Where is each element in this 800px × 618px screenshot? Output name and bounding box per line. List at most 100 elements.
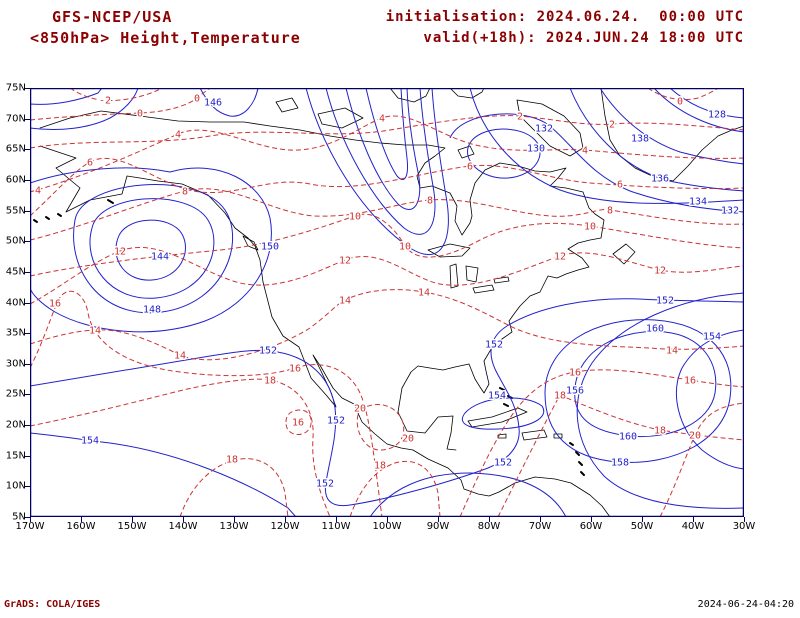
lon-tick-mark — [438, 517, 439, 522]
height-contour — [30, 432, 297, 517]
temp-contour-label: -2 — [99, 96, 111, 107]
height-contour — [30, 88, 139, 130]
lon-tick-mark — [30, 517, 31, 522]
lon-tick-mark — [693, 517, 694, 522]
temp-contour-label: 18 — [554, 391, 566, 402]
height-contour — [115, 219, 186, 281]
lat-tick-mark — [25, 118, 30, 120]
temp-contour-label: 14 — [174, 351, 186, 362]
weather-map: 146 128 132 130 138 136 134 132 144 148 150 152 152 1… — [30, 88, 744, 517]
height-contour — [73, 184, 234, 314]
lat-tick-label: 65N — [5, 143, 26, 155]
lon-tick-label: 40W — [681, 521, 705, 532]
temp-contour-label: 0 — [194, 94, 200, 105]
height-contour — [199, 88, 259, 117]
height-contour-label: 158 — [611, 458, 629, 469]
lon-tick-mark — [540, 517, 541, 522]
lon-tick-label: 70W — [528, 521, 552, 532]
height-contour-label: 152 — [316, 479, 334, 490]
height-contour — [576, 292, 744, 509]
lat-tick-label: 35N — [5, 327, 26, 339]
temperature-contour — [497, 394, 744, 517]
contour-map-svg: 1461281321301381361341321441481501521521… — [30, 88, 744, 517]
height-contour — [365, 88, 408, 180]
temp-contour-label: 18 — [374, 461, 386, 472]
lon-tick-mark — [132, 517, 133, 522]
lon-tick-label: 90W — [426, 521, 450, 532]
lon-tick-mark — [183, 517, 184, 522]
height-contour — [449, 113, 744, 213]
lat-tick-label: 70N — [5, 113, 26, 125]
lat-tick-mark — [25, 149, 30, 151]
temp-contour-label: 10 — [399, 242, 411, 253]
temp-contour-label: 18 — [264, 376, 276, 387]
temp-contour-label: 12 — [654, 266, 666, 277]
coastline — [107, 199, 114, 204]
temp-contour-label: 18 — [226, 455, 238, 466]
model-title: GFS-NCEP/USA — [52, 8, 173, 26]
coastline — [612, 243, 636, 265]
temp-contour-label: 10 — [584, 222, 596, 233]
coastline — [493, 276, 510, 284]
temperature-contour — [30, 290, 383, 517]
temperature-contour — [69, 88, 163, 101]
lat-tick-label: 50N — [5, 235, 26, 247]
temp-contour-label: 16 — [49, 299, 61, 310]
lon-tick-label: 160W — [66, 521, 96, 532]
lat-tick-mark — [25, 517, 30, 518]
lon-tick-label: 170W — [15, 521, 45, 532]
height-contour — [462, 397, 545, 430]
height-contour-label: 160 — [619, 432, 637, 443]
lat-tick-label: 30N — [5, 358, 26, 370]
temp-contour-label: 14 — [339, 296, 351, 307]
height-contour — [469, 88, 744, 204]
temperature-contours-layer — [30, 88, 744, 517]
height-contour — [569, 88, 744, 192]
temp-contour-label: 2 — [609, 120, 615, 131]
temp-contour-label: 8 — [182, 187, 188, 198]
height-contour — [574, 331, 717, 438]
temp-contour-label: 20 — [402, 434, 414, 445]
lon-tick-label: 140W — [168, 521, 198, 532]
lat-tick-label: 20N — [5, 419, 26, 431]
lon-tick-mark — [744, 517, 745, 522]
temperature-contour — [30, 289, 744, 361]
lon-tick-mark — [591, 517, 592, 522]
height-contour-label: 148 — [143, 305, 161, 316]
height-contour-label: 128 — [708, 110, 726, 121]
temperature-contour — [659, 402, 744, 517]
height-contour-label: 130 — [527, 144, 545, 155]
lat-tick-mark — [25, 302, 30, 304]
height-contour — [30, 167, 272, 333]
lat-tick-mark — [25, 333, 30, 335]
lon-tick-label: 120W — [270, 521, 300, 532]
initialisation-time: initialisation: 2024.06.24. 00:00 UTC — [385, 9, 744, 25]
coastline — [389, 88, 431, 103]
lon-tick-label: 150W — [117, 521, 147, 532]
temperature-contour — [30, 115, 744, 149]
height-contour — [305, 88, 449, 255]
height-contour-label: 150 — [261, 242, 279, 253]
coastline — [472, 284, 495, 294]
lat-tick-mark — [25, 363, 30, 365]
temp-contour-label: 4 — [582, 146, 588, 157]
height-contours-layer — [30, 88, 744, 517]
lon-tick-mark — [489, 517, 490, 522]
lon-tick-label: 130W — [219, 521, 249, 532]
temperature-contour — [30, 157, 744, 217]
product-title: <850hPa> Height,Temperature — [30, 29, 301, 47]
height-contour-label: 154 — [81, 436, 99, 447]
height-contour-label: 146 — [204, 98, 222, 109]
temperature-contour — [30, 246, 744, 305]
valid-time: valid(+18h): 2024.JUN.24 18:00 UTC — [423, 30, 744, 46]
height-contour-label: 144 — [151, 252, 169, 263]
coastline — [521, 429, 548, 441]
temperature-contour — [459, 369, 744, 517]
temperature-contour — [30, 115, 744, 193]
height-contour — [599, 88, 744, 165]
coastline — [33, 213, 62, 223]
temperature-contour — [30, 88, 211, 121]
lat-tick-mark — [25, 210, 30, 212]
coastline — [275, 97, 299, 113]
temp-contour-label: 20 — [354, 404, 366, 415]
